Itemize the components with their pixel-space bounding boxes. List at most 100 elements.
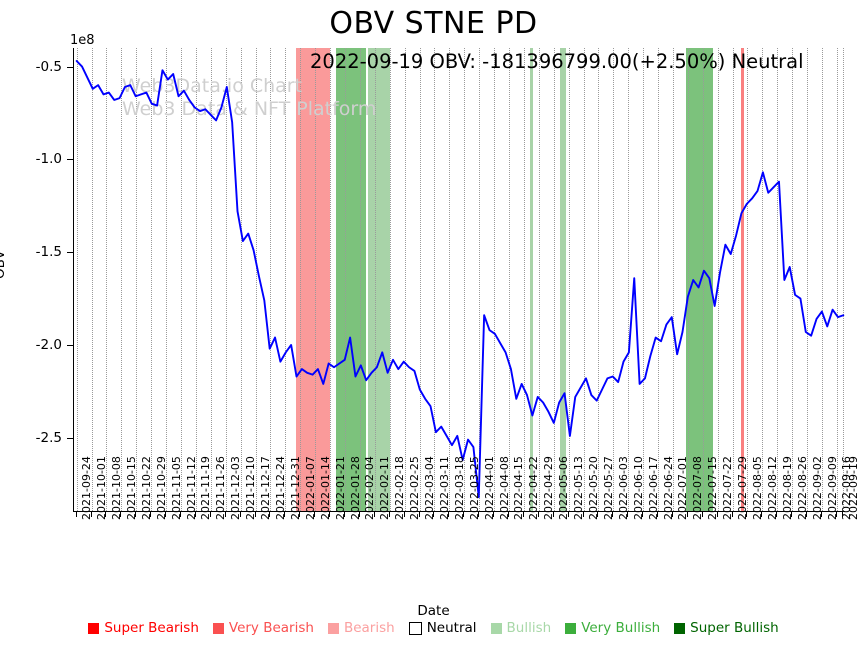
x-tick-mark [180, 512, 182, 517]
x-tick-mark [821, 512, 823, 517]
x-tick-label: 2022-07-15 [706, 456, 720, 520]
x-tick-mark [224, 512, 226, 517]
x-tick-label: 2022-07-01 [676, 456, 690, 520]
x-tick-label: 2022-07-08 [691, 456, 705, 520]
x-tick-mark [90, 512, 92, 517]
legend-item[interactable]: Bearish [327, 620, 395, 636]
gridline [762, 48, 764, 511]
x-tick-label: 2022-01-14 [318, 456, 332, 520]
x-tick-mark [537, 512, 539, 517]
legend-item[interactable]: Very Bullish [565, 620, 660, 636]
x-tick-label: 2022-04-01 [482, 456, 496, 520]
legend-label: Bullish [506, 620, 552, 636]
x-tick-mark [627, 512, 629, 517]
gridline [136, 48, 138, 511]
gridline [643, 48, 645, 511]
gridline [330, 48, 332, 511]
x-tick-label: 2021-09-24 [80, 456, 94, 520]
x-tick-label: 2022-04-29 [542, 456, 556, 520]
legend-item[interactable]: Super Bearish [88, 620, 199, 636]
x-tick-label: 2022-06-24 [661, 456, 675, 520]
gridline [270, 48, 272, 511]
signal-band [368, 48, 390, 511]
plot-area: Web3Data.io Chart Web3 Data & NFT Platfo… [73, 48, 845, 512]
gridline [553, 48, 555, 511]
gridline [449, 48, 451, 511]
gridline [419, 48, 421, 511]
x-tick-mark [671, 512, 673, 517]
x-tick-mark [75, 512, 77, 517]
x-axis-title: Date [417, 603, 450, 619]
gridline [345, 48, 346, 511]
gridline [628, 48, 630, 511]
y-axis-offset-label: 1e8 [70, 33, 95, 48]
x-tick-label: 2022-08-05 [750, 456, 764, 520]
legend-item[interactable]: Super Bullish [674, 620, 779, 636]
x-tick-mark [612, 512, 614, 517]
x-tick-mark [344, 512, 345, 517]
gridline [434, 48, 436, 511]
gridline [195, 48, 197, 511]
x-tick-mark [791, 512, 793, 517]
x-tick-mark [314, 512, 316, 517]
page-title: OBV STNE PD [329, 6, 538, 41]
legend: Super Bearish Very Bearish Bearish Neutral B… [0, 620, 867, 636]
x-tick-mark [642, 512, 644, 517]
y-tick-label: -1.0 [35, 151, 62, 168]
gridline [523, 48, 525, 511]
gridline [777, 48, 779, 511]
gridline [672, 48, 674, 511]
legend-label: Very Bearish [228, 620, 314, 636]
legend-item[interactable]: Bullish [490, 620, 552, 636]
gridline [613, 48, 615, 511]
x-tick-label: 2022-08-26 [795, 456, 809, 520]
x-tick-mark [731, 512, 733, 517]
gridline [732, 48, 734, 511]
x-tick-mark [701, 512, 703, 517]
legend-item[interactable]: Very Bearish [212, 620, 314, 636]
obv-line-series [75, 60, 845, 499]
x-tick-label: 2022-08-12 [765, 456, 779, 520]
x-tick-mark [806, 512, 808, 517]
gridline [389, 48, 391, 511]
x-tick-mark [597, 512, 599, 517]
gridline [538, 48, 540, 511]
y-tick-label: -2.5 [35, 429, 62, 446]
gridline [843, 48, 845, 511]
legend-swatch-icon [674, 622, 686, 634]
legend-swatch-icon [327, 622, 339, 634]
x-tick-label: 2021-11-12 [184, 456, 198, 520]
x-tick-label: 2022-01-28 [348, 456, 362, 520]
x-tick-label: 2022-02-04 [363, 456, 377, 520]
watermark-line-2: Web3 Data & NFT Platform [122, 98, 377, 120]
x-tick-label: 2021-12-10 [244, 456, 258, 520]
x-tick-label: 2021-10-01 [95, 456, 109, 520]
x-tick-mark [165, 512, 167, 517]
x-tick-label: 2022-07-22 [721, 456, 735, 520]
gridline [166, 48, 168, 511]
x-tick-mark [388, 512, 390, 517]
x-tick-mark [493, 512, 495, 517]
x-tick-mark [567, 512, 569, 517]
gridline [583, 48, 585, 511]
x-tick-mark [463, 512, 465, 517]
legend-label: Super Bearish [104, 620, 199, 636]
x-tick-mark [299, 512, 301, 517]
gridline [121, 48, 123, 511]
gridline [404, 48, 406, 511]
x-tick-mark [686, 512, 688, 517]
x-tick-mark [716, 512, 718, 517]
x-tick-mark [657, 512, 659, 517]
legend-swatch-icon [408, 621, 422, 635]
x-tick-label: 2022-04-15 [512, 456, 526, 520]
signal-band [560, 48, 567, 511]
gridline [359, 48, 361, 511]
legend-item[interactable]: Neutral [408, 620, 477, 636]
legend-label: Very Bullish [581, 620, 661, 636]
x-tick-mark [135, 512, 137, 517]
x-tick-label: 2022-04-08 [497, 456, 511, 520]
signal-band [741, 48, 745, 511]
gridline [151, 48, 153, 511]
x-tick-label: 2021-10-29 [154, 456, 168, 520]
